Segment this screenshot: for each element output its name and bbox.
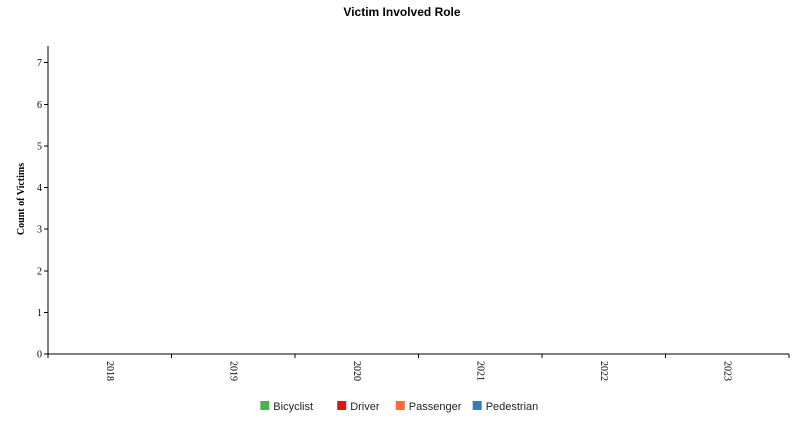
y-tick-label: 4 (37, 183, 42, 194)
y-tick-label: 5 (37, 141, 42, 152)
legend-swatch (472, 401, 482, 410)
legend-item-pedestrian[interactable]: Pedestrian (472, 401, 539, 413)
y-tick-label: 1 (37, 308, 42, 319)
x-tick-label: 2021 (474, 361, 485, 381)
x-tick-label: 2019 (227, 361, 238, 381)
legend-label: Passenger (409, 401, 462, 413)
legend-item-bicyclist[interactable]: Bicyclist (260, 401, 313, 413)
legend-item-driver[interactable]: Driver (337, 401, 380, 413)
legend-swatch (395, 401, 405, 410)
legend-item-passenger[interactable]: Passenger (395, 401, 462, 413)
y-axis-ticks: 0 1 2 3 4 5 6 7 (37, 58, 48, 361)
chart-title: Victim Involved Role (343, 5, 460, 19)
x-tick-label: 2023 (721, 361, 732, 381)
legend-swatch (260, 401, 270, 410)
y-axis-title: Count of Victims (16, 163, 27, 235)
legend-label: Driver (350, 401, 380, 413)
y-tick-label: 2 (37, 266, 42, 277)
y-tick-label: 7 (37, 58, 42, 69)
y-tick-label: 0 (37, 350, 42, 361)
legend[interactable]: Bicyclist Driver Passenger Pedestrian (260, 401, 538, 413)
x-tick-label: 2022 (598, 361, 609, 381)
x-tick-label: 2018 (104, 361, 115, 381)
y-tick-label: 3 (37, 225, 42, 236)
x-axis-ticks: 2018 2019 2020 2021 2022 2023 (47, 354, 790, 381)
x-tick-label: 2020 (351, 361, 362, 381)
legend-swatch (337, 401, 347, 410)
y-tick-label: 6 (37, 100, 42, 111)
legend-label: Pedestrian (486, 401, 539, 413)
legend-label: Bicyclist (273, 401, 313, 413)
